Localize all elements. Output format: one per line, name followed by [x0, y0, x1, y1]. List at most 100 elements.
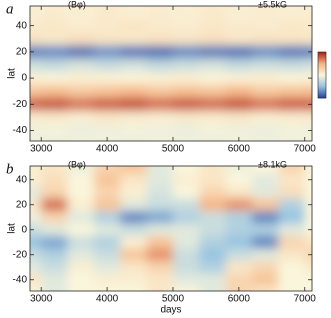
heatmap-cell	[172, 166, 200, 174]
plot-frame	[29, 165, 313, 292]
heatmap-cell	[41, 137, 69, 141]
heatmap-cell	[120, 261, 148, 274]
heatmap-cell	[120, 236, 148, 249]
heatmap-cell	[278, 198, 306, 212]
colorbar-swatch	[318, 73, 326, 75]
heatmap-cell	[225, 97, 253, 112]
heatmap-cell	[199, 45, 227, 59]
heatmap-cell	[67, 19, 95, 33]
heatmap-cell	[30, 248, 42, 262]
heatmap-cell	[172, 223, 200, 237]
colorbar-swatch	[318, 86, 326, 88]
heatmap-cell	[146, 273, 174, 287]
x-tick-label: 5000	[162, 144, 185, 155]
heatmap-cell	[67, 123, 95, 138]
colorbar-swatch	[318, 63, 326, 65]
heatmap-cell	[41, 97, 69, 112]
heatmap-cell	[146, 261, 174, 274]
heatmap-cell	[278, 58, 306, 73]
colorbar-swatch	[318, 66, 326, 68]
heatmap-cell	[120, 198, 148, 212]
heatmap-cell	[172, 211, 200, 224]
heatmap-cell	[120, 58, 148, 73]
heatmap-cell	[225, 236, 253, 249]
heatmap-cell	[30, 198, 42, 212]
heatmap-cell	[120, 223, 148, 237]
colorbar-swatch	[318, 65, 326, 67]
heatmap-cell	[146, 198, 174, 212]
heatmap-cell	[304, 286, 312, 291]
colorbar-swatch	[318, 85, 326, 87]
heatmap-cell	[30, 58, 42, 73]
heatmap-cell	[41, 273, 69, 287]
panel-label: a	[6, 1, 14, 17]
colorbar-swatch	[318, 60, 326, 62]
heatmap-cell	[252, 58, 279, 73]
heatmap-cell	[172, 32, 200, 46]
heatmap-cell	[41, 45, 69, 59]
heatmap-cell	[172, 19, 200, 33]
colorbar-swatch	[318, 58, 326, 60]
heatmap-cell	[30, 286, 42, 291]
colorbar-swatch	[318, 91, 326, 93]
colorbar-swatch	[318, 82, 326, 84]
heatmap-cell	[30, 273, 42, 287]
y-tick-label: 0	[21, 73, 27, 84]
y-tick-label: -20	[13, 249, 28, 260]
heatmap-cell	[225, 123, 253, 138]
colorbar-swatch	[318, 56, 326, 58]
heatmap-field	[30, 6, 312, 141]
heatmap-cell	[252, 97, 279, 112]
heatmap-cell	[41, 286, 69, 291]
heatmap-cell	[252, 166, 279, 174]
colorbar	[317, 51, 327, 99]
colorbar-swatch	[318, 59, 326, 61]
heatmap-cell	[67, 286, 95, 291]
heatmap-cell	[199, 286, 227, 291]
heatmap-cell	[146, 123, 174, 138]
heatmap-cell	[172, 173, 200, 187]
heatmap-cell	[120, 166, 148, 174]
heatmap-cell	[30, 166, 42, 174]
colorbar-swatch	[318, 92, 326, 94]
heatmap-cell	[146, 211, 174, 224]
heatmap-cell	[172, 273, 200, 287]
y-axis-label: lat	[7, 223, 18, 234]
heatmap-cell	[278, 186, 306, 199]
heatmap-cell	[41, 173, 69, 187]
colorbar-swatch	[318, 76, 326, 78]
colorbar-swatch	[318, 53, 326, 55]
heatmap-cell	[304, 166, 312, 174]
colorbar-swatch	[318, 95, 326, 97]
heatmap-cell	[93, 58, 121, 73]
heatmap-cell	[172, 286, 200, 291]
colorbar-swatch	[318, 81, 326, 83]
heatmap-cell	[93, 173, 121, 187]
heatmap-cell	[146, 236, 174, 249]
heatmap-cell	[41, 71, 69, 86]
heatmap-cell	[30, 97, 42, 112]
heatmap-cell	[93, 97, 121, 112]
heatmap-cell	[199, 19, 227, 33]
heatmap-cell	[30, 137, 42, 141]
heatmap-cell	[225, 223, 253, 237]
colorbar-swatch	[318, 89, 326, 91]
heatmap-cell	[67, 236, 95, 249]
x-tick-label: 7000	[294, 144, 317, 155]
heatmap-cell	[30, 186, 42, 199]
panel-title: (Bφ)	[68, 0, 86, 9]
heatmap-cell	[278, 261, 306, 274]
y-axis-label: lat	[7, 68, 18, 79]
plot-frame	[29, 5, 313, 142]
heatmap-cell	[67, 58, 95, 73]
heatmap-cell	[41, 123, 69, 138]
heatmap-cell	[172, 71, 200, 86]
heatmap-cell	[120, 173, 148, 187]
heatmap-cell	[120, 110, 148, 125]
heatmap-cell	[41, 261, 69, 274]
heatmap-cell	[252, 32, 279, 46]
heatmap-cell	[278, 173, 306, 187]
heatmap-cell	[304, 32, 312, 46]
colorbar-swatch	[318, 70, 326, 72]
heatmap-cell	[252, 248, 279, 262]
